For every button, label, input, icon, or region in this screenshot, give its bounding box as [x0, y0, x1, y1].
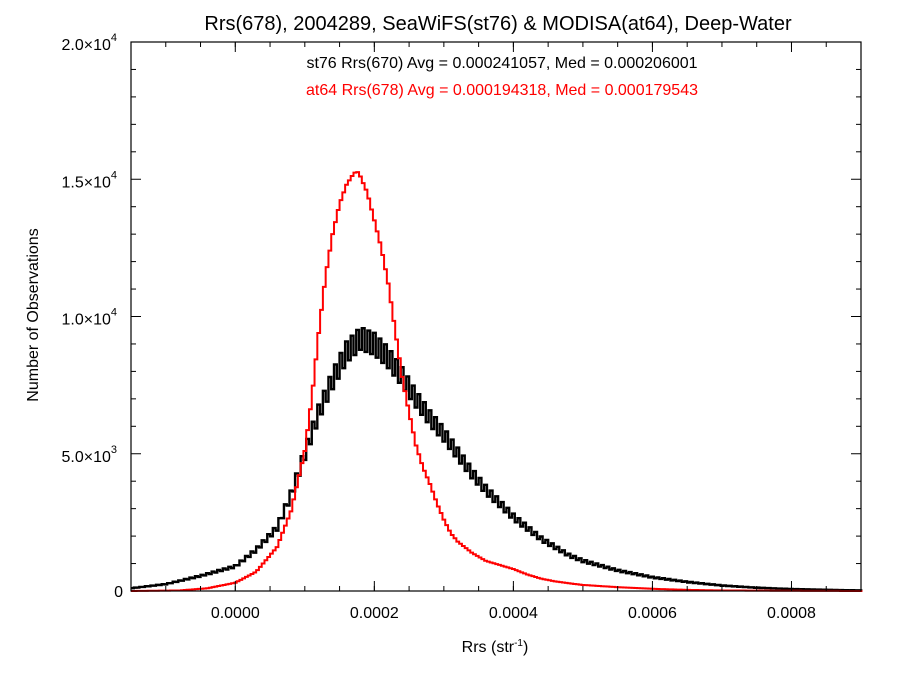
y-tick-mantissa: 0	[114, 584, 123, 601]
annotation-st76: st76 Rrs(670) Avg = 0.000241057, Med = 0…	[306, 55, 697, 72]
axes-layer: 0.0000 0.0002 0.0004 0.0006 0.0008 0 5.0×103 1.…	[61, 32, 862, 622]
y-tick-label: 1.0×104	[61, 307, 117, 329]
y-tick-exponent: 4	[111, 307, 117, 319]
y-tick-exponent: 3	[111, 444, 117, 456]
x-tick-label: 0.0006	[628, 605, 677, 622]
x-axis-label-text: Rrs (str	[462, 639, 515, 656]
y-tick-exponent: 4	[111, 169, 117, 181]
y-tick-label: 5.0×103	[61, 444, 117, 466]
y-tick-exponent: 4	[111, 32, 117, 44]
x-axis-label: Rrs (str-1)	[462, 638, 529, 656]
x-axis-label-sup: -1	[514, 638, 523, 649]
x-tick-label: 0.0008	[767, 605, 816, 622]
chart-title: Rrs(678), 2004289, SeaWiFS(st76) & MODIS…	[204, 13, 792, 35]
x-tick-label: 0.0000	[211, 605, 260, 622]
series-st76	[131, 327, 863, 592]
y-tick-label: 0	[114, 584, 123, 601]
y-axis-label: Number of Observations	[25, 228, 42, 401]
series-at64	[131, 171, 863, 592]
annotation-at64: at64 Rrs(678) Avg = 0.000194318, Med = 0…	[306, 82, 698, 99]
y-tick-label: 2.0×104	[61, 32, 117, 54]
x-axis-label-close: )	[523, 639, 528, 656]
y-tick-mantissa: 1.0×10	[61, 312, 110, 329]
x-tick-label: 0.0002	[350, 605, 399, 622]
plot-frame	[130, 41, 862, 592]
x-tick-label: 0.0004	[489, 605, 538, 622]
y-tick-label: 1.5×104	[61, 169, 117, 191]
series-layer	[131, 171, 863, 592]
y-tick-mantissa: 2.0×10	[61, 37, 110, 54]
y-tick-mantissa: 1.5×10	[61, 174, 110, 191]
y-tick-mantissa: 5.0×10	[61, 449, 110, 466]
